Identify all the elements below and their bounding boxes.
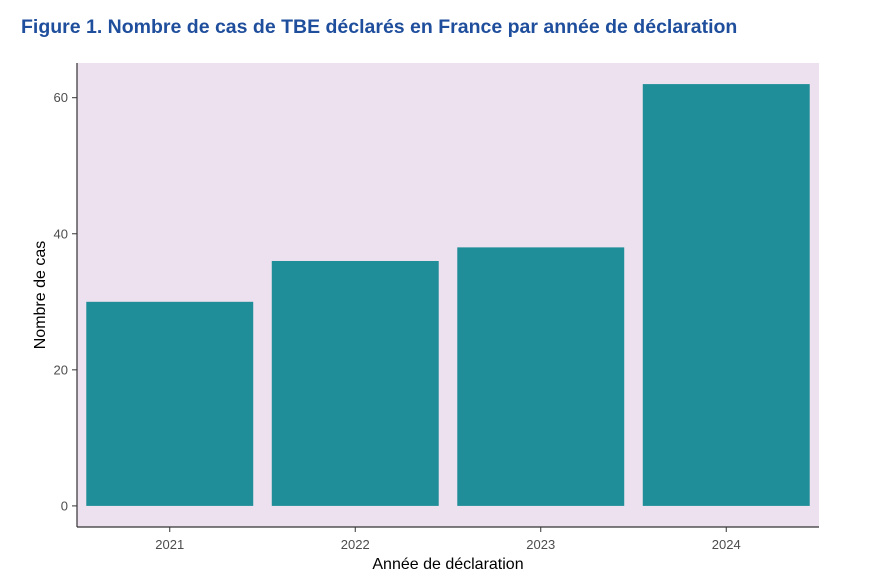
figure-title: Figure 1. Nombre de cas de TBE déclarés …: [21, 16, 738, 38]
x-tick-label: 2023: [526, 537, 555, 552]
y-tick-label: 40: [54, 226, 68, 241]
y-tick-label: 20: [54, 362, 68, 377]
bar-2024: [642, 84, 810, 506]
x-tick-label: 2024: [712, 537, 741, 552]
bars-group: [86, 84, 810, 506]
y-axis-ticks: 0 20 40 60: [54, 90, 77, 513]
x-tick-label: 2021: [155, 537, 184, 552]
y-axis-title: Nombre de cas: [32, 241, 49, 350]
bar-2021: [86, 301, 254, 506]
x-tick-label: 2022: [341, 537, 370, 552]
x-axis-title: Année de déclaration: [372, 556, 523, 573]
bar-2023: [457, 247, 625, 506]
y-tick-label: 60: [54, 90, 68, 105]
bar-2022: [271, 260, 439, 506]
x-axis-ticks: 2021 2022 2023 2024: [155, 527, 741, 552]
y-tick-label: 0: [61, 498, 68, 513]
